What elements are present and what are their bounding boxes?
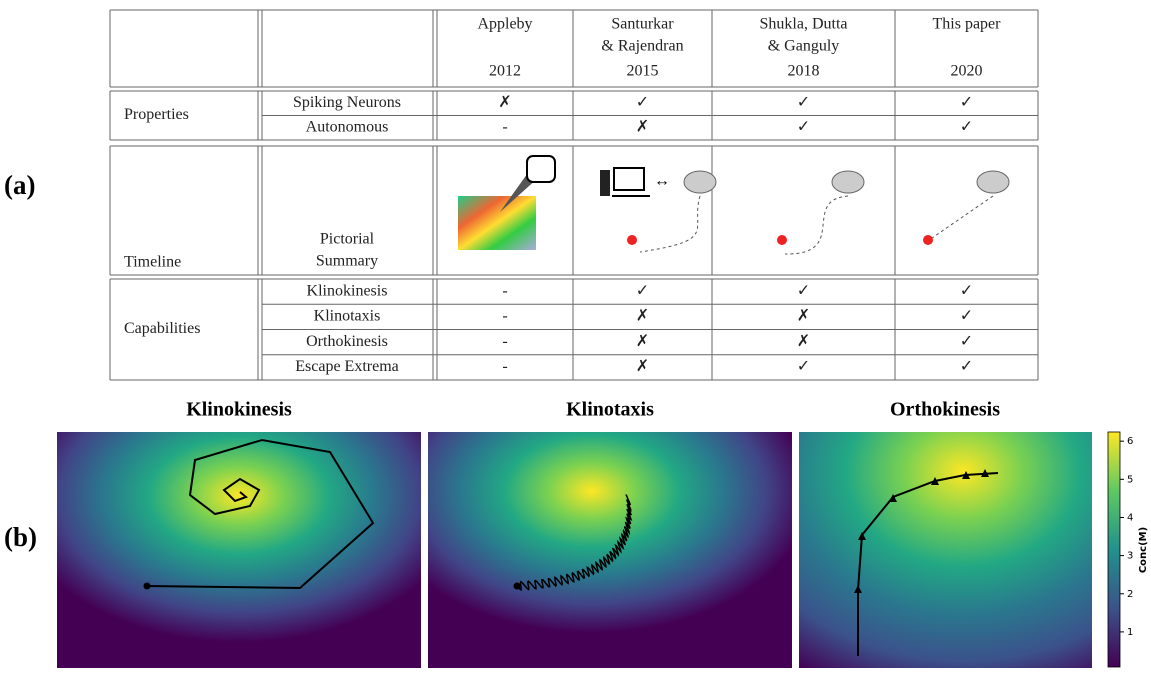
heatmap [428, 432, 792, 668]
colorbar-tick-label: 2 [1127, 589, 1133, 600]
table-cell: ✓ [960, 333, 973, 350]
colorbar-label: Conc(M) [1138, 527, 1149, 573]
row-label: Orthokinesis [306, 333, 388, 350]
table-cell: ✓ [797, 282, 810, 299]
table-cell: ✗ [498, 94, 511, 111]
table-cell: - [502, 358, 507, 375]
row-label: Pictorial [320, 231, 375, 248]
start-point [513, 582, 521, 590]
group-label: Properties [124, 106, 189, 123]
row-label: Klinokinesis [307, 282, 388, 299]
column-header: & Ganguly [768, 38, 840, 55]
trajectory [516, 494, 633, 592]
row-label: Autonomous [306, 118, 389, 135]
heatmap [799, 432, 1092, 668]
table-cell: ✓ [797, 358, 810, 375]
table: Appleby 2012 Santurkar & Rajendran 2015 Shukl… [109, 9, 1039, 381]
table-cell: ✗ [636, 333, 649, 350]
column-header: Santurkar [611, 16, 674, 33]
table-cell: ✓ [960, 94, 973, 111]
colorbar-tick-label: 5 [1127, 474, 1133, 485]
table-cell: - [502, 118, 507, 135]
colorbar-tick-label: 1 [1127, 627, 1133, 638]
heatmap [57, 432, 421, 668]
table-cell: ✓ [636, 282, 649, 299]
table-cell: - [502, 333, 507, 350]
colorbar-tick-label: 6 [1127, 436, 1133, 447]
group-label: Capabilities [124, 320, 200, 337]
column-year: 2012 [489, 63, 521, 80]
row-label: Spiking Neurons [293, 94, 401, 111]
table-cell: ✓ [797, 118, 810, 135]
table-cell: ✓ [960, 358, 973, 375]
start-point [143, 582, 151, 590]
arrow-icon: ↔ [654, 173, 670, 190]
label-b: (b) [4, 522, 37, 552]
table-cell: ✗ [636, 118, 649, 135]
column-year: 2018 [788, 63, 820, 80]
table-cell: ✗ [797, 308, 810, 325]
row-label: Summary [316, 253, 378, 270]
table-cell: ✗ [636, 358, 649, 375]
table-cell: ✓ [960, 118, 973, 135]
colorbar-tick-label: 3 [1127, 551, 1133, 562]
column-header: Shukla, Dutta [760, 16, 848, 33]
table-cell: - [502, 282, 507, 299]
pictorial-icons: ↔ [458, 155, 1010, 255]
table-cell: ✗ [797, 333, 810, 350]
row-label: Escape Extrema [295, 358, 399, 375]
column-header: Appleby [477, 16, 532, 33]
column-header: This paper [933, 16, 1002, 33]
table-cell: ✗ [636, 308, 649, 325]
row-label: Klinotaxis [314, 308, 381, 325]
table-cell: ✓ [960, 282, 973, 299]
column-year: 2015 [627, 63, 659, 80]
table-cell: ✓ [797, 94, 810, 111]
table-cell: ✓ [636, 94, 649, 111]
panel-title: Klinokinesis [186, 399, 292, 421]
table-cell: ✓ [960, 308, 973, 325]
table-cell: - [502, 308, 507, 325]
colorbar [1107, 431, 1121, 668]
group-label: Timeline [124, 254, 181, 271]
panel-title: Orthokinesis [890, 399, 1000, 421]
column-header: & Rajendran [601, 38, 683, 55]
colorbar-tick-label: 4 [1127, 512, 1133, 523]
column-year: 2020 [951, 63, 983, 80]
panel-title: Klinotaxis [566, 399, 654, 421]
label-a: (a) [4, 170, 35, 200]
trajectory [146, 438, 375, 590]
